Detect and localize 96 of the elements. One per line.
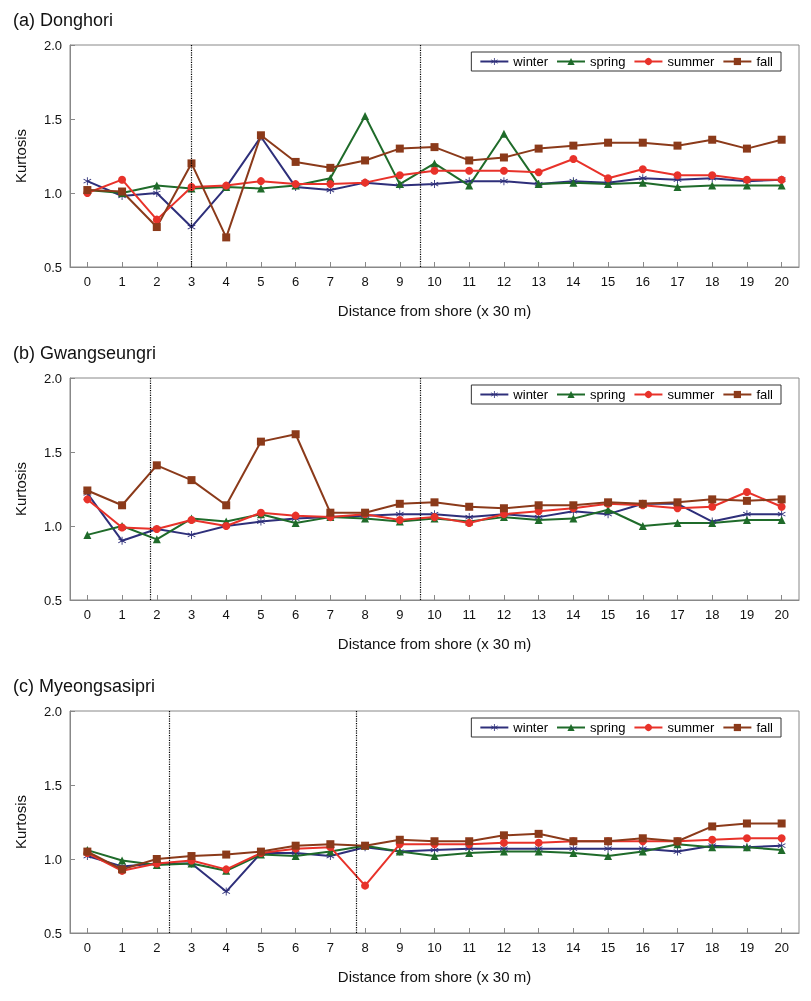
legend-label: winter	[512, 720, 549, 735]
legend-label: summer	[667, 387, 716, 402]
y-tick-label: 1.5	[43, 111, 62, 127]
x-tick-label: 14	[566, 274, 581, 289]
x-tick-label: 8	[361, 940, 369, 955]
x-tick-label: 18	[704, 940, 720, 955]
x-tick-label: 16	[635, 940, 651, 955]
y-tick-label: 1.5	[43, 777, 62, 793]
y-tick-label: 0.5	[43, 592, 62, 608]
x-tick-label: 19	[739, 274, 755, 289]
x-tick-label: 5	[257, 940, 265, 955]
chart-title: (b) Gwangseungri	[13, 343, 157, 363]
x-tick-label: 5	[257, 274, 265, 289]
legend-label: winter	[512, 54, 549, 69]
legend-label: summer	[667, 720, 716, 735]
x-tick-label: 5	[257, 607, 265, 622]
x-tick-label: 20	[774, 274, 789, 289]
x-tick-label: 10	[427, 274, 442, 289]
x-tick-label: 10	[427, 607, 442, 622]
x-tick-label: 1	[118, 940, 126, 955]
x-tick-label: 20	[774, 607, 789, 622]
y-axis-title: Kurtosis	[12, 794, 29, 850]
x-tick-label: 1	[118, 274, 126, 289]
x-tick-label: 13	[531, 607, 546, 622]
x-axis-title: Distance from shore (x 30 m)	[337, 302, 532, 319]
x-tick-label: 9	[396, 274, 404, 289]
x-tick-label: 8	[361, 607, 369, 622]
x-tick-label: 2	[153, 940, 161, 955]
legend-label: fall	[756, 720, 774, 735]
x-tick-label: 15	[600, 607, 616, 622]
x-tick-label: 18	[704, 607, 720, 622]
x-tick-label: 15	[600, 274, 616, 289]
x-tick-label: 7	[326, 274, 334, 289]
x-tick-label: 17	[670, 274, 685, 289]
y-tick-label: 1.0	[43, 185, 62, 201]
legend-label: fall	[756, 387, 774, 402]
y-tick-label: 1.0	[43, 851, 62, 867]
y-tick-label: 0.5	[43, 925, 62, 941]
x-tick-label: 12	[496, 274, 512, 289]
x-tick-label: 4	[222, 274, 230, 289]
x-tick-label: 7	[326, 607, 334, 622]
x-tick-label: 14	[566, 607, 581, 622]
y-tick-label: 2.0	[43, 703, 62, 719]
x-tick-label: 11	[462, 940, 476, 955]
y-axis-title: Kurtosis	[12, 128, 29, 184]
y-tick-label: 1.0	[43, 518, 62, 534]
legend-label: spring	[590, 387, 626, 402]
y-tick-label: 2.0	[43, 370, 62, 386]
chart-title: (a) Donghori	[13, 10, 114, 30]
x-tick-label: 13	[531, 940, 546, 955]
y-tick-label: 2.0	[43, 37, 62, 53]
x-tick-label: 4	[222, 940, 230, 955]
x-tick-label: 13	[531, 274, 546, 289]
x-tick-label: 3	[187, 607, 196, 622]
x-tick-label: 9	[396, 607, 404, 622]
x-tick-label: 11	[462, 607, 476, 622]
x-tick-label: 1	[118, 607, 126, 622]
x-tick-label: 2	[153, 607, 161, 622]
x-tick-label: 2	[153, 274, 161, 289]
x-tick-label: 16	[635, 607, 651, 622]
x-tick-label: 4	[222, 607, 230, 622]
x-tick-label: 6	[292, 274, 300, 289]
x-tick-label: 9	[396, 940, 404, 955]
x-tick-label: 8	[361, 274, 369, 289]
x-tick-label: 14	[566, 940, 581, 955]
x-tick-label: 6	[292, 607, 300, 622]
x-tick-label: 6	[292, 940, 300, 955]
x-tick-label: 19	[739, 940, 755, 955]
legend-label: winter	[512, 387, 549, 402]
x-tick-label: 7	[326, 940, 334, 955]
y-tick-label: 0.5	[43, 259, 62, 275]
legend-label: spring	[590, 54, 626, 69]
x-tick-label: 17	[670, 607, 685, 622]
x-tick-label: 16	[635, 274, 651, 289]
x-tick-label: 20	[774, 940, 789, 955]
x-axis-title: Distance from shore (x 30 m)	[337, 968, 532, 985]
x-tick-label: 3	[187, 274, 196, 289]
x-tick-label: 3	[187, 940, 196, 955]
x-tick-label: 10	[427, 940, 442, 955]
x-tick-label: 12	[496, 940, 512, 955]
x-tick-label: 0	[83, 607, 91, 622]
x-tick-label: 11	[462, 274, 476, 289]
y-axis-title: Kurtosis	[12, 461, 29, 517]
x-axis-title: Distance from shore (x 30 m)	[337, 635, 532, 652]
y-tick-label: 1.5	[43, 444, 62, 460]
legend-label: fall	[756, 54, 774, 69]
chart-title: (c) Myeongsasipri	[13, 676, 156, 696]
x-tick-label: 0	[83, 940, 91, 955]
x-tick-label: 0	[83, 274, 91, 289]
x-tick-label: 12	[496, 607, 512, 622]
x-tick-label: 19	[739, 607, 755, 622]
legend-label: summer	[667, 54, 716, 69]
x-tick-label: 18	[704, 274, 720, 289]
x-tick-label: 17	[670, 940, 685, 955]
legend-label: spring	[590, 720, 626, 735]
x-tick-label: 15	[600, 940, 616, 955]
